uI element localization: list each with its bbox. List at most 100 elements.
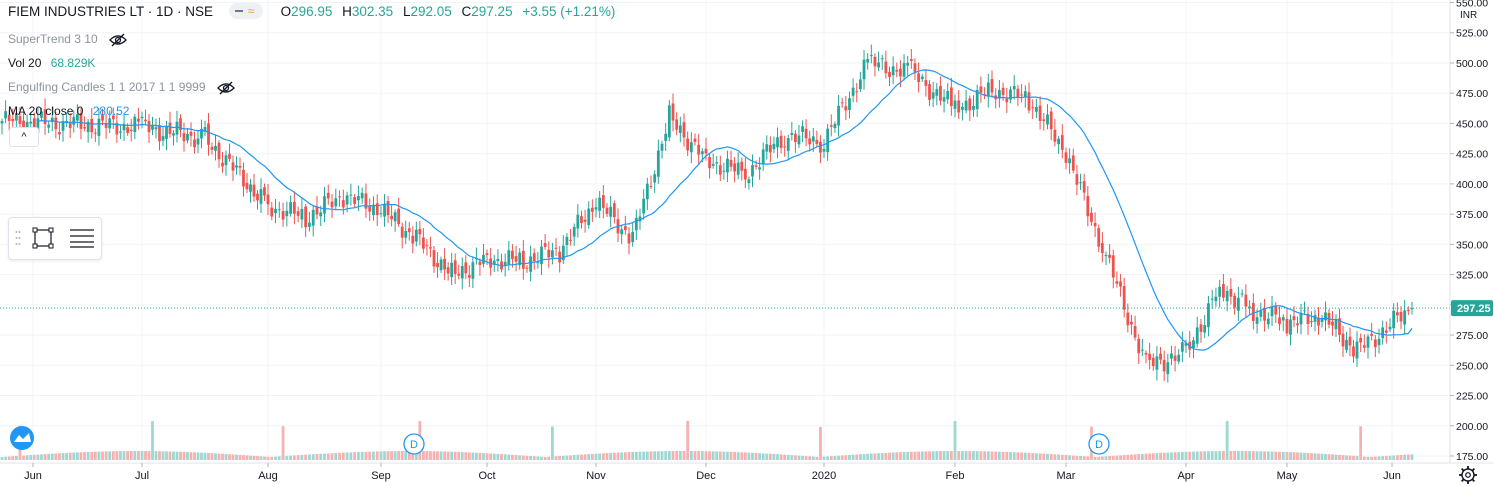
volume-bar <box>587 454 591 460</box>
candle-body <box>457 273 461 276</box>
hidden-eye-icon[interactable] <box>109 33 127 47</box>
chart-style-toggle[interactable]: ≈ <box>228 3 263 20</box>
y-tick-label: 375.00 <box>1456 209 1488 221</box>
candle-body <box>623 226 627 231</box>
candle-body <box>364 193 368 209</box>
volume-bar <box>1100 456 1104 460</box>
volume-bar <box>97 451 101 460</box>
volume-bar <box>161 451 165 460</box>
candle-body <box>700 151 704 155</box>
volume-bar <box>36 454 40 460</box>
volume-bar <box>598 453 602 460</box>
candle-body <box>975 89 979 110</box>
volume-bar <box>86 451 90 460</box>
candle-body <box>675 119 679 130</box>
volume-bar <box>186 452 189 460</box>
hidden-eye-icon[interactable] <box>216 81 235 95</box>
volume-bar <box>443 451 446 460</box>
line-style-icon[interactable] <box>69 227 95 249</box>
candle-body <box>1263 308 1266 321</box>
volume-bar <box>1060 454 1064 460</box>
drag-handle-icon[interactable] <box>15 230 21 246</box>
candle-body <box>4 111 7 119</box>
price-axis[interactable]: INR 550.00 525.00 500.00 475.00 450.00 425.00… <box>1449 0 1494 463</box>
volume-bar <box>1352 455 1355 460</box>
collapse-legend-button[interactable]: ^ <box>9 127 39 147</box>
candle-body <box>645 183 649 200</box>
candle-body <box>837 105 840 126</box>
volume-bar <box>1406 454 1410 460</box>
volume-bar <box>576 454 580 460</box>
supertrend-legend[interactable]: SuperTrend 3 10 <box>8 32 127 47</box>
volume-bar <box>1373 456 1377 460</box>
tradingview-logo-icon[interactable] <box>7 425 37 451</box>
volume-bar <box>1306 452 1310 460</box>
candle-body <box>754 165 758 167</box>
ma-legend[interactable]: MA 20 close 0 280.52 <box>8 104 129 118</box>
volume-bar <box>620 452 624 460</box>
candle-body <box>1166 362 1170 375</box>
drawing-toolbar[interactable] <box>8 217 102 260</box>
volume-bar <box>786 454 790 460</box>
candle-body <box>1180 342 1184 352</box>
candle-body <box>525 267 529 269</box>
y-tick-label: 500.00 <box>1456 58 1488 70</box>
engulfing-legend[interactable]: Engulfing Candles 1 1 2017 1 1 9999 <box>8 80 235 95</box>
volume-bar <box>819 426 822 460</box>
volume-bar <box>1195 451 1199 460</box>
volume-bar <box>884 452 888 460</box>
volume-bar <box>1355 456 1359 460</box>
volume-bar <box>400 451 404 460</box>
volume-bar <box>453 451 457 460</box>
settings-gear-icon[interactable] <box>1459 466 1477 484</box>
volume-bar <box>300 454 304 460</box>
volume-bar <box>733 452 737 460</box>
candle-body <box>29 121 33 124</box>
candle-body <box>61 121 65 131</box>
volume-legend[interactable]: Vol 20 68.829K <box>8 56 95 70</box>
volume-bar <box>154 451 158 460</box>
volume-bar <box>1009 452 1012 460</box>
volume-bar <box>715 451 719 460</box>
candle-body <box>179 118 182 130</box>
candle-body <box>972 105 975 110</box>
symbol-title[interactable]: FIEM INDUSTRIES LT · 1D · NSE <box>8 4 214 19</box>
volume-bar <box>460 452 464 460</box>
dividend-marker[interactable]: D <box>403 433 425 455</box>
volume-bar <box>939 451 942 460</box>
volume-bar <box>357 452 360 460</box>
candle-body <box>101 115 104 121</box>
volume-bar <box>1377 456 1381 460</box>
candle-body <box>1251 302 1255 321</box>
candle-body <box>58 132 61 135</box>
volume-bar <box>4 456 7 460</box>
candle-body <box>1377 338 1381 346</box>
candle-body <box>1086 195 1090 217</box>
dividend-marker[interactable]: D <box>1088 433 1110 455</box>
candle-body <box>928 84 931 100</box>
candle-body <box>572 226 576 237</box>
candle-body <box>797 135 801 145</box>
volume-bar <box>558 456 562 460</box>
candle-body <box>383 204 386 217</box>
candle-body <box>7 114 11 121</box>
rectangle-tool-icon[interactable] <box>32 227 54 249</box>
volume-bar <box>235 454 238 460</box>
volume-bar <box>840 455 844 460</box>
volume-bar <box>829 456 833 460</box>
candle-body <box>304 206 308 228</box>
candle-body <box>729 159 733 167</box>
volume-bar <box>175 451 179 460</box>
volume-bar <box>1115 455 1119 460</box>
candle-body <box>779 135 783 148</box>
y-tick-label: 275.00 <box>1456 330 1488 342</box>
candle-body <box>122 123 126 131</box>
volume-bar <box>569 455 572 460</box>
volume-bar <box>126 451 130 460</box>
time-axis[interactable]: Jun Jul Aug Sep Oct Nov Dec 2020 Feb Mar Apr May Jun <box>0 462 1494 487</box>
candle-body <box>848 98 851 110</box>
volume-bar <box>689 451 693 460</box>
volume-bar <box>1119 455 1122 460</box>
volume-bar <box>189 452 193 460</box>
